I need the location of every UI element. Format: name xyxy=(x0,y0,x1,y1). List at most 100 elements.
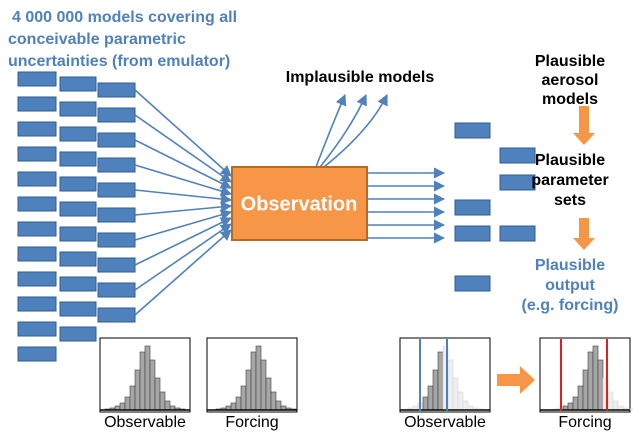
model-box xyxy=(97,132,136,148)
histogram-bar xyxy=(260,359,267,411)
histogram-bar xyxy=(612,400,619,411)
model-box xyxy=(454,225,491,242)
model-box xyxy=(454,275,491,292)
model-box xyxy=(97,232,136,248)
model-box xyxy=(499,225,536,242)
model-box xyxy=(17,121,57,137)
aerosol-label: aerosol xyxy=(542,72,599,89)
aerosol-label: models xyxy=(542,91,598,108)
histogram-bar xyxy=(592,345,599,411)
histogram-bar xyxy=(597,359,604,411)
histogram-bar xyxy=(437,351,444,411)
model-box xyxy=(59,326,97,342)
observation-box xyxy=(231,166,368,241)
histogram-bar xyxy=(270,391,277,411)
arrow xyxy=(323,93,388,168)
histogram-bar xyxy=(607,391,614,411)
histogram-bar xyxy=(124,396,131,411)
histogram-bar xyxy=(134,369,141,411)
histogram-bar xyxy=(462,400,469,411)
histogram-bar xyxy=(452,377,459,411)
model-box xyxy=(97,257,136,273)
model-box xyxy=(17,146,57,162)
histogram-bar xyxy=(159,391,166,411)
orange-arrow xyxy=(497,366,535,394)
implausible-label: Implausible models xyxy=(286,69,435,86)
histogram-bar xyxy=(447,359,454,411)
model-box xyxy=(97,307,136,323)
model-box xyxy=(59,251,97,267)
model-box xyxy=(59,126,97,142)
histogram-bar xyxy=(144,345,151,411)
histogram-bar xyxy=(250,351,257,411)
title-line: conceivable parametric xyxy=(8,31,186,48)
histogram-bar xyxy=(432,369,439,411)
model-box xyxy=(59,176,97,192)
arrow xyxy=(134,223,232,291)
output-label: (e.g. forcing) xyxy=(522,297,619,314)
title-line: uncertainties (from emulator) xyxy=(8,53,230,70)
arrow xyxy=(319,93,367,168)
model-box xyxy=(17,221,57,237)
arrow xyxy=(134,217,233,266)
model-box xyxy=(59,201,97,217)
histogram-bar xyxy=(577,385,584,411)
histogram-bar xyxy=(129,385,136,411)
histogram-bar xyxy=(119,402,126,411)
histogram-bar xyxy=(255,345,262,411)
histogram-bar xyxy=(427,385,434,411)
model-box xyxy=(59,76,97,92)
histogram-label: Forcing xyxy=(558,414,611,431)
model-box xyxy=(454,122,491,139)
shapes xyxy=(17,71,633,413)
title-line: 4 000 000 models covering all xyxy=(12,9,237,26)
model-box xyxy=(97,157,136,173)
arrow xyxy=(134,229,232,316)
orange-arrow xyxy=(573,218,595,250)
histogram-bar xyxy=(275,400,282,411)
model-box xyxy=(454,199,491,216)
histogram-bar xyxy=(265,377,272,411)
arrow xyxy=(134,139,233,189)
model-box xyxy=(17,171,57,187)
output-label: Plausible xyxy=(535,257,605,274)
model-box xyxy=(17,271,57,287)
histogram-bar xyxy=(572,396,579,411)
arrow xyxy=(134,189,233,205)
histogram-bar xyxy=(582,369,589,411)
histogram-bar xyxy=(422,396,429,411)
model-box xyxy=(17,246,57,262)
model-box xyxy=(17,346,57,362)
orange-arrow xyxy=(573,106,595,145)
model-box xyxy=(59,301,97,317)
model-box xyxy=(97,82,136,98)
model-box xyxy=(59,226,97,242)
arrow xyxy=(134,201,233,216)
histogram-bar xyxy=(245,369,252,411)
model-box xyxy=(59,276,97,292)
model-box xyxy=(97,282,136,298)
model-box xyxy=(499,147,536,164)
observation-label: Observation xyxy=(241,193,358,215)
arrow xyxy=(134,89,232,177)
histogram-label: Observable xyxy=(104,414,186,431)
output-label: output xyxy=(545,277,595,294)
histogram-bar xyxy=(567,402,574,411)
parameters-label: parameter xyxy=(531,172,608,189)
histogram-bar xyxy=(240,385,247,411)
histogram-label: Observable xyxy=(404,414,486,431)
parameters-label: sets xyxy=(554,192,586,209)
histogram-bar xyxy=(230,402,237,411)
histogram-label: Forcing xyxy=(225,414,278,431)
model-box xyxy=(59,101,97,117)
histogram-bar xyxy=(587,351,594,411)
histogram-bar xyxy=(457,391,464,411)
parameters-label: Plausible xyxy=(535,152,605,169)
model-box xyxy=(97,182,136,198)
model-box xyxy=(17,96,57,112)
arrow xyxy=(134,164,233,197)
model-box xyxy=(59,151,97,167)
histogram-bar xyxy=(154,377,161,411)
histogram-bar xyxy=(164,400,171,411)
